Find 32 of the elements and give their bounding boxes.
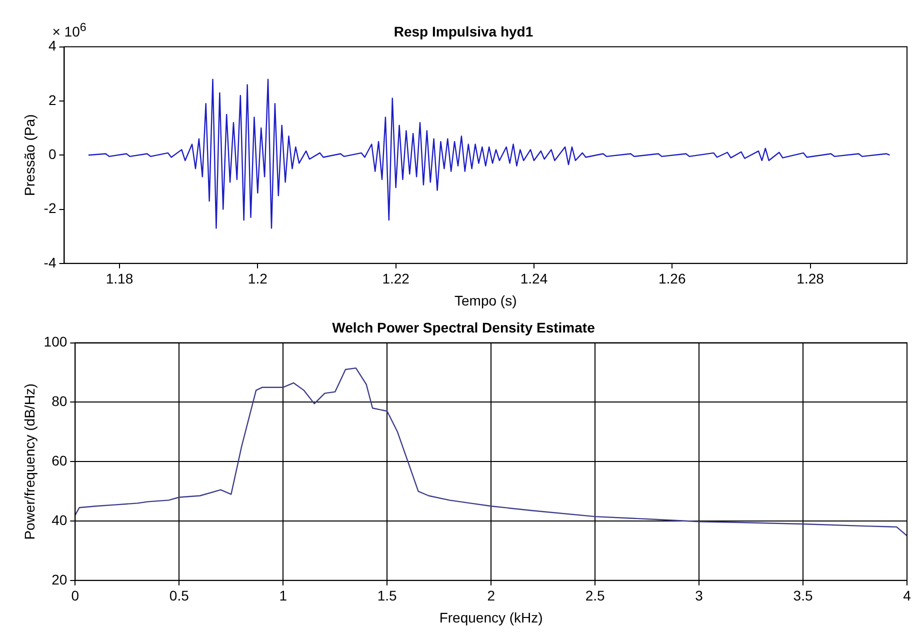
x-tick-label: 3 [695,588,704,604]
chart-title: Resp Impulsiva hyd1 [394,23,534,40]
y-tick-label: 4 [48,38,56,54]
x-axis-title: Frequency (kHz) [439,609,543,626]
x-tick-label: 0 [71,588,80,604]
x-tick-label: 3.5 [793,588,813,604]
y-axis-title: Pressão (Pa) [21,114,38,196]
x-tick-label: 1.2 [248,270,268,287]
x-tick-label: 1 [279,588,288,604]
y-tick-label: 60 [52,452,68,468]
y-tick-label: 100 [44,334,68,350]
y-axis-title: Power/frequency (dB/Hz) [21,383,38,540]
x-tick-label: 0.5 [169,588,190,604]
y-tick-label: 80 [52,393,68,410]
x-tick-label: 1.28 [796,270,824,287]
chart-title: Welch Power Spectral Density Estimate [332,319,596,336]
x-tick-label: 2.5 [585,588,605,604]
y-tick-label: 2 [48,92,56,108]
x-tick-label: 4 [903,588,912,604]
x-axis-title: Tempo (s) [454,292,517,308]
x-tick-label: 1.22 [382,270,410,287]
x-tick-label: 2 [487,588,496,604]
x-tick-label: 1.18 [106,270,134,287]
text: × 10$^{6}$ [52,20,86,40]
x-tick-label: 1.24 [520,270,548,287]
y-tick-label: 0 [48,146,56,162]
x-tick-label: 1.26 [658,270,686,287]
y-tick-label: 40 [52,512,68,528]
y-tick-label: -4 [44,254,56,270]
x-tick-label: 1.5 [377,588,398,604]
y-tick-label: 20 [52,571,68,588]
y-tick-label: -2 [44,200,56,216]
